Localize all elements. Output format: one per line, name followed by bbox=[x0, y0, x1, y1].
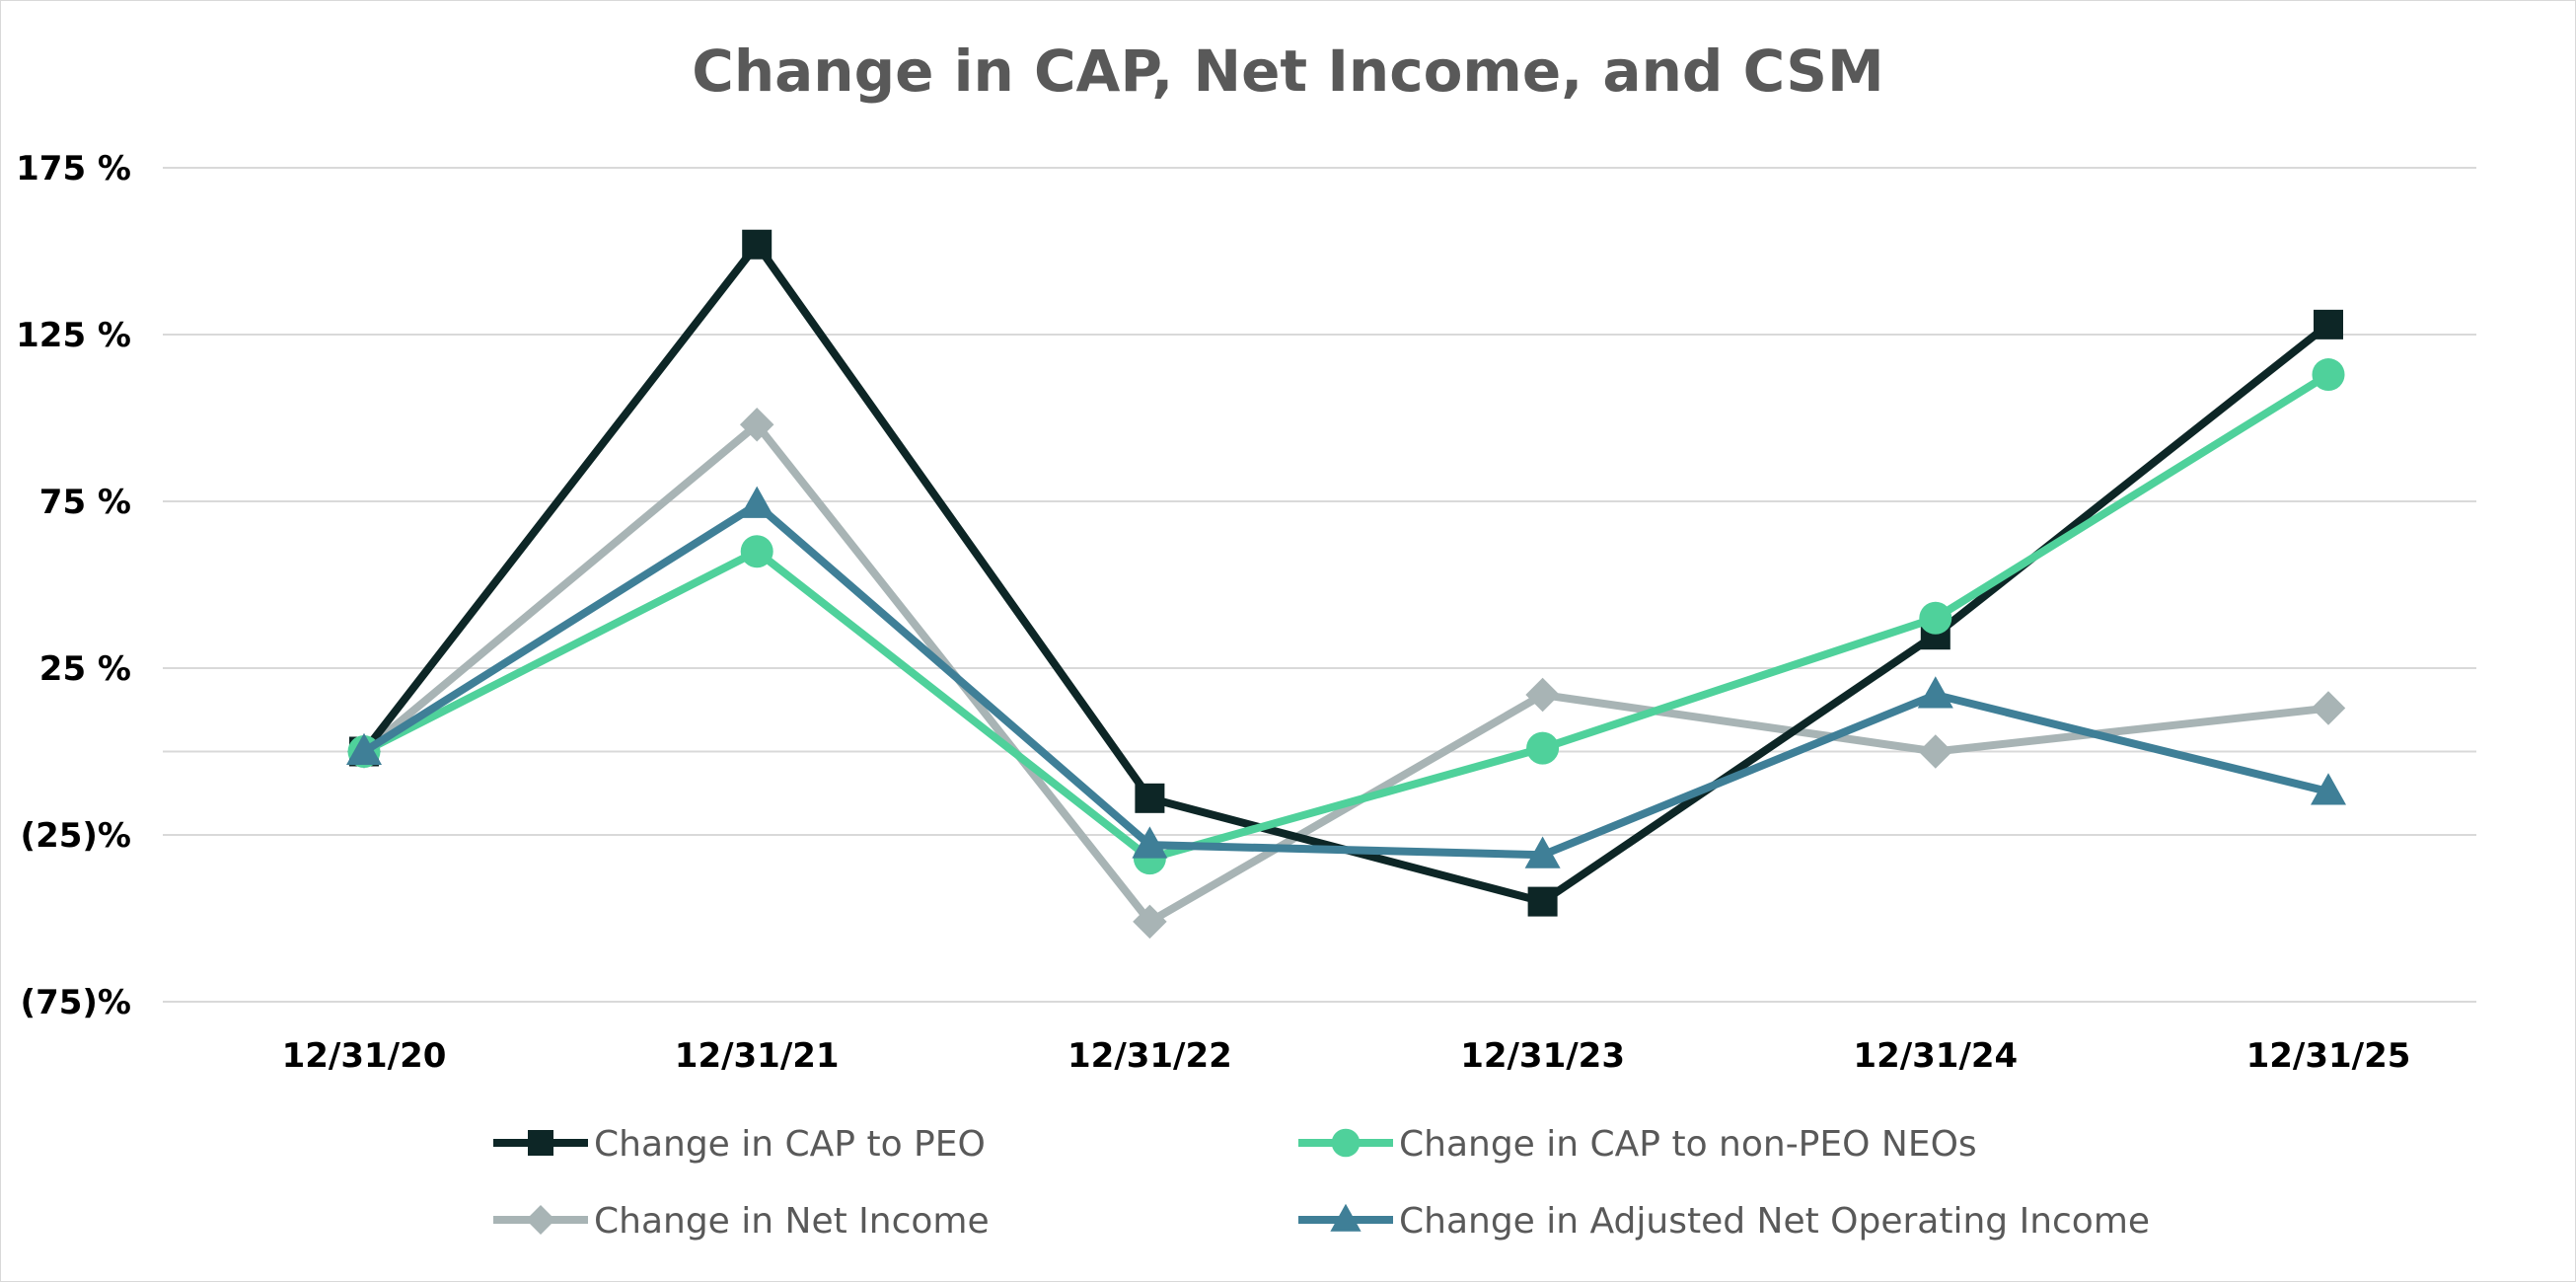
data-point-square bbox=[742, 229, 773, 260]
data-point-diamond bbox=[1918, 734, 1953, 769]
series-4 bbox=[346, 486, 2346, 868]
data-point-diamond bbox=[1525, 677, 1560, 713]
data-point-triangle bbox=[1524, 836, 1561, 868]
y-axis-ticks: 175 % 125 % 75 % 25 % (25)% (75)% bbox=[16, 149, 131, 1022]
data-point-diamond bbox=[739, 408, 774, 442]
grid-layer bbox=[163, 167, 2476, 1003]
data-point-circle bbox=[1526, 731, 1560, 765]
chart-title: Change in CAP, Net Income, and CSM bbox=[692, 38, 1884, 105]
data-point-circle bbox=[740, 535, 773, 568]
data-point-triangle bbox=[2311, 773, 2346, 805]
data-point-square bbox=[1135, 783, 1165, 813]
y-tick-label: 75 % bbox=[39, 483, 131, 522]
x-tick-label: 12/31/24 bbox=[1853, 1036, 2018, 1076]
legend-entry-3: Change in Net Income bbox=[493, 1201, 990, 1242]
x-tick-label: 12/31/20 bbox=[282, 1036, 447, 1076]
legend-entry-2: Change in CAP to non-PEO NEOs bbox=[1298, 1124, 1977, 1165]
data-point-diamond bbox=[526, 1205, 555, 1235]
x-tick-label: 12/31/25 bbox=[2246, 1036, 2411, 1076]
series-layer bbox=[346, 229, 2346, 940]
data-point-triangle bbox=[1132, 826, 1168, 859]
y-tick-label: 25 % bbox=[39, 649, 131, 689]
data-point-triangle bbox=[739, 486, 775, 518]
data-point-triangle bbox=[1917, 676, 1953, 709]
legend-label: Change in Adjusted Net Operating Income bbox=[1399, 1201, 2150, 1242]
y-tick-label: 175 % bbox=[16, 149, 131, 189]
data-point-triangle bbox=[1330, 1203, 1362, 1232]
series-3 bbox=[346, 408, 2346, 940]
data-point-square bbox=[528, 1130, 553, 1156]
series-line bbox=[361, 418, 2329, 928]
data-point-circle bbox=[1919, 601, 1952, 635]
y-tick-label: 125 % bbox=[16, 316, 131, 355]
y-tick-label: (75)% bbox=[21, 983, 131, 1022]
legend-label: Change in CAP to non-PEO NEOs bbox=[1399, 1124, 1977, 1165]
x-tick-label: 12/31/23 bbox=[1460, 1036, 1625, 1076]
data-point-circle bbox=[2312, 358, 2345, 392]
legend-label: Change in CAP to PEO bbox=[594, 1124, 986, 1165]
data-point-circle bbox=[1331, 1128, 1361, 1158]
x-tick-label: 12/31/22 bbox=[1067, 1036, 1232, 1076]
legend: Change in CAP to PEO Change in CAP to non… bbox=[493, 1124, 2150, 1242]
x-tick-label: 12/31/21 bbox=[675, 1036, 840, 1076]
data-point-diamond bbox=[1133, 904, 1167, 940]
series-line bbox=[362, 371, 2331, 864]
legend-entry-1: Change in CAP to PEO bbox=[493, 1124, 986, 1165]
data-point-triangle bbox=[346, 732, 382, 765]
data-point-square bbox=[2314, 309, 2343, 339]
data-point-square bbox=[1527, 886, 1558, 917]
data-point-diamond bbox=[2311, 691, 2346, 725]
series-line bbox=[361, 499, 2329, 860]
x-axis-ticks: 12/31/20 12/31/21 12/31/22 12/31/23 12/31/24… bbox=[282, 1036, 2411, 1076]
series-2 bbox=[347, 358, 2345, 875]
legend-label: Change in Net Income bbox=[594, 1201, 990, 1242]
y-tick-label: (25)% bbox=[21, 816, 131, 856]
legend-entry-4: Change in Adjusted Net Operating Income bbox=[1298, 1201, 2150, 1242]
